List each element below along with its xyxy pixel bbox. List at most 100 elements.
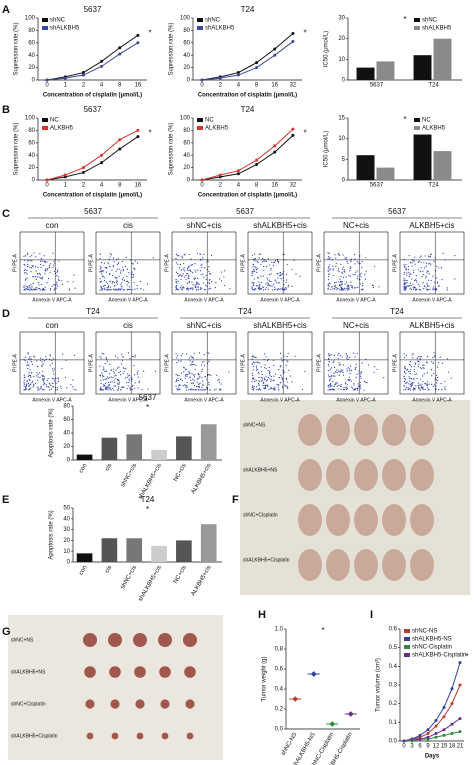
flow-dot [114, 355, 117, 357]
flow-dot [260, 380, 263, 382]
flow-dot [184, 270, 186, 272]
flow-dot [409, 273, 411, 275]
flow-dot [29, 356, 31, 358]
flow-dot [24, 264, 26, 266]
flow-dot [99, 365, 101, 367]
flow-dot [58, 260, 60, 262]
photo-group-label: shNC+NS [11, 637, 34, 643]
flow-dot [346, 357, 348, 359]
flow-dot [105, 289, 107, 291]
x-tick-label: 2 [219, 83, 223, 89]
flow-frame [95, 331, 161, 395]
flow-dot [360, 377, 362, 379]
flow-dot [30, 287, 32, 289]
flow-dot [340, 383, 342, 386]
flow-dot [112, 264, 115, 267]
flow-dot [260, 275, 262, 277]
flow-dot [177, 386, 179, 388]
point [458, 683, 462, 687]
flow-dot [454, 254, 456, 257]
flow-dot [267, 284, 269, 287]
flow-dot [175, 262, 177, 264]
flow-dot [366, 382, 368, 384]
flow-dot [122, 356, 124, 358]
flow-dot [188, 269, 190, 272]
flow-dot [194, 277, 197, 279]
flow-dot [37, 387, 40, 389]
y-tick-label: 0.5 [389, 645, 398, 651]
flow-dot [258, 284, 261, 286]
flow-dot [415, 362, 417, 364]
flow-dot [442, 362, 444, 364]
flow-dot [414, 256, 416, 258]
flow-dot [355, 287, 357, 289]
flow-dot [103, 270, 105, 272]
flow-dot [334, 384, 336, 386]
flow-dot [181, 255, 183, 257]
flow-dots [327, 252, 380, 291]
x-tick-label: 8 [255, 183, 259, 189]
group-label: 5637 [388, 207, 406, 216]
bar [101, 538, 118, 562]
flow-dot [29, 375, 32, 377]
legend-swatch [404, 653, 410, 657]
flow-dot [116, 263, 118, 265]
flow-dot [442, 252, 444, 254]
flow-dot [208, 373, 210, 376]
flow-dot [43, 375, 45, 377]
flow-dot [299, 275, 301, 277]
flow-dot [413, 260, 415, 262]
flow-dot [270, 285, 272, 287]
flow-dot [278, 282, 280, 284]
flow-dot [56, 387, 58, 389]
flow-dot [126, 280, 129, 282]
flow-dot [118, 383, 120, 386]
flow-dot [341, 356, 343, 358]
flow-dot [287, 286, 289, 288]
flow-dot [27, 288, 29, 291]
flow-dot [104, 288, 106, 291]
flow-dot [131, 276, 133, 278]
flow-dot [355, 366, 357, 368]
flow-dot [349, 275, 351, 277]
flow-dot [31, 254, 33, 256]
flow-dot [359, 283, 361, 285]
flow-dot [192, 378, 194, 380]
flow-dot [427, 284, 429, 286]
flow-dot [192, 287, 194, 289]
flow-dot [26, 286, 28, 288]
flow-x-label: Annexin V APC-A [108, 297, 148, 303]
flow-dot [276, 282, 278, 284]
flow-dot [45, 356, 47, 358]
flow-dot [416, 281, 418, 283]
flow-dot [41, 365, 43, 367]
flow-dot [356, 373, 358, 375]
flow-dot [178, 379, 180, 381]
flow-dot [57, 378, 60, 380]
flow-dot [140, 288, 142, 290]
line [46, 129, 139, 181]
flow-dot [416, 288, 418, 290]
y-tick-label: 0 [67, 458, 71, 464]
flow-dot [121, 286, 123, 288]
flow-dot [29, 260, 31, 262]
flow-dot [187, 274, 190, 277]
flow-dot [346, 370, 348, 372]
flow-dot [271, 387, 273, 390]
x-tick-label: ALKBH5+cis [191, 463, 213, 495]
flow-y-label: PI PE-A [12, 353, 18, 371]
flow-dot [125, 256, 127, 259]
flow-dot [118, 381, 121, 383]
flow-dot [359, 279, 361, 281]
flow-dot [42, 370, 44, 372]
flow-dot [365, 256, 367, 259]
flow-dot [201, 266, 203, 268]
flow-dot [40, 267, 42, 269]
flow-dot [201, 380, 204, 382]
flow-dot [332, 274, 334, 277]
panel-letter: E [2, 494, 9, 506]
group-label: T24 [238, 307, 252, 316]
flow-frame [323, 331, 389, 395]
flow-dot [99, 268, 101, 270]
flow-dot [339, 281, 342, 283]
